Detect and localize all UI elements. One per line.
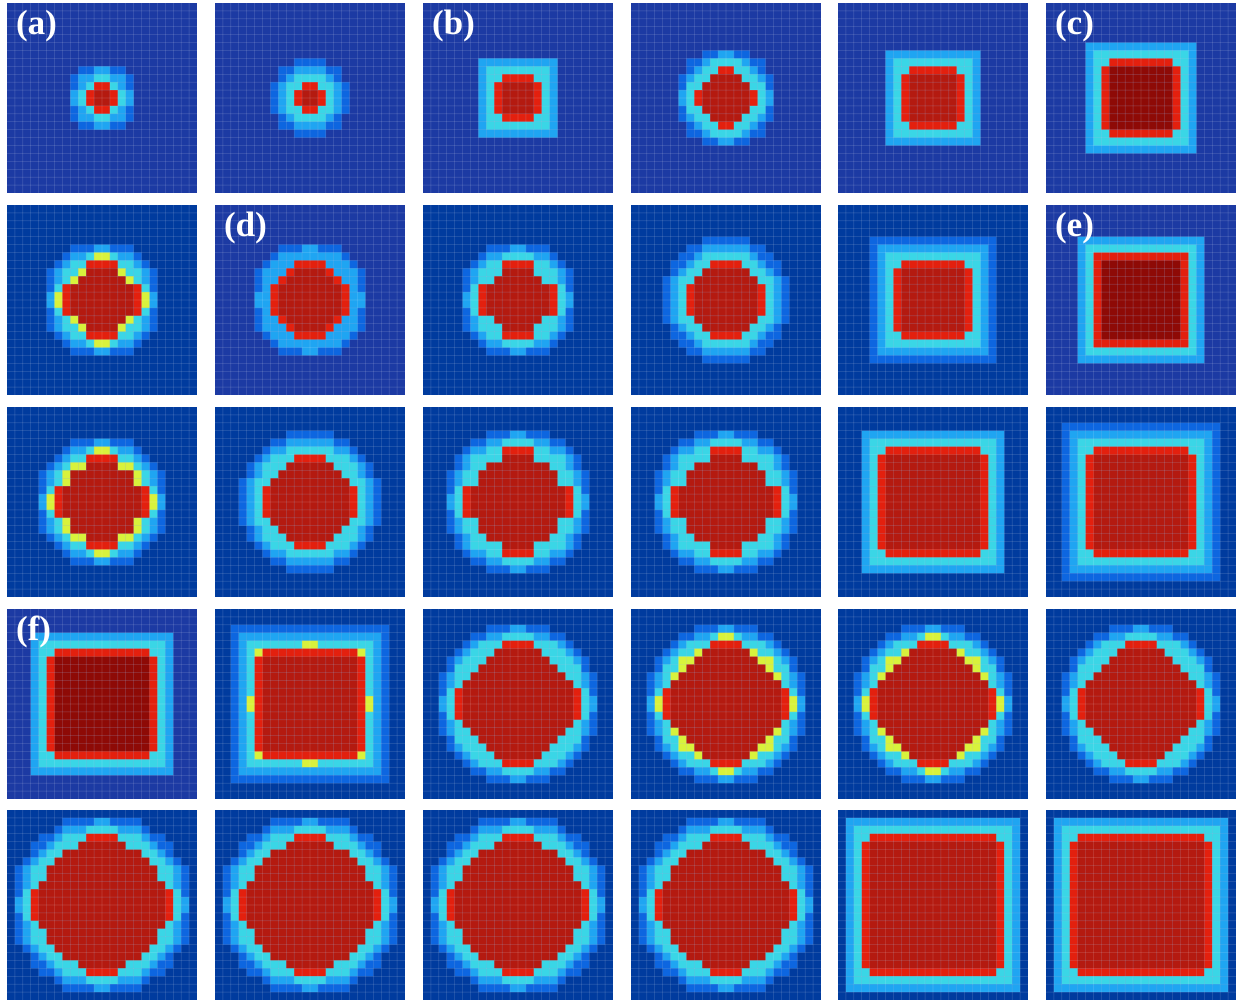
heatmap-image [423, 810, 613, 1000]
figure-panel: (e) [1046, 205, 1236, 395]
heatmap-image [1046, 205, 1236, 395]
grid-lines [631, 3, 821, 193]
figure-panel [423, 810, 613, 1000]
grid-lines [215, 205, 405, 395]
figure-panel [215, 810, 405, 1000]
grid-lines [631, 407, 821, 597]
heatmap-image [838, 407, 1028, 597]
heatmap-image [1046, 3, 1236, 193]
grid-lines [1046, 407, 1236, 597]
figure-panel: (f) [7, 609, 197, 799]
heatmap-image [7, 205, 197, 395]
heatmap-image [1046, 407, 1236, 597]
grid-lines [631, 609, 821, 799]
heatmap-image [631, 407, 821, 597]
grid-lines [215, 810, 405, 1000]
figure-panel [1046, 407, 1236, 597]
figure-panel [631, 407, 821, 597]
heatmap-image [631, 205, 821, 395]
heatmap-image [838, 810, 1028, 1000]
grid-lines [7, 205, 197, 395]
heatmap-image [215, 810, 405, 1000]
grid-lines [631, 205, 821, 395]
grid-lines [1046, 3, 1236, 193]
figure-panel [423, 407, 613, 597]
figure-panel [631, 810, 821, 1000]
figure-panel: (b) [423, 3, 613, 193]
grid-lines [1046, 205, 1236, 395]
grid-lines [7, 609, 197, 799]
grid-lines [838, 407, 1028, 597]
figure-panel [838, 810, 1028, 1000]
figure-panel [7, 205, 197, 395]
grid-lines [423, 407, 613, 597]
figure-panel [631, 3, 821, 193]
heatmap-image [838, 205, 1028, 395]
figure-panel [1046, 609, 1236, 799]
heatmap-image [1046, 609, 1236, 799]
grid-lines [838, 3, 1028, 193]
figure-panel [631, 205, 821, 395]
figure-panel [7, 810, 197, 1000]
grid-lines [838, 810, 1028, 1000]
figure-panel [838, 407, 1028, 597]
figure-panel [215, 609, 405, 799]
figure-panel [7, 407, 197, 597]
grid-lines [215, 3, 405, 193]
grid-lines [631, 810, 821, 1000]
heatmap-image [423, 609, 613, 799]
figure-panel [1046, 810, 1236, 1000]
heatmap-image [215, 609, 405, 799]
heatmap-image [838, 3, 1028, 193]
heatmap-image [631, 609, 821, 799]
figure-panel: (d) [215, 205, 405, 395]
figure-panel [838, 3, 1028, 193]
heatmap-image [423, 205, 613, 395]
heatmap-image [423, 407, 613, 597]
figure-panel [631, 609, 821, 799]
figure-panel [838, 205, 1028, 395]
figure-panel [215, 407, 405, 597]
heatmap-image [215, 205, 405, 395]
heatmap-image [1046, 810, 1236, 1000]
figure-panel [423, 205, 613, 395]
heatmap-image [215, 3, 405, 193]
heatmap-image [423, 3, 613, 193]
grid-lines [838, 609, 1028, 799]
heatmap-image [215, 407, 405, 597]
grid-lines [7, 407, 197, 597]
grid-lines [1046, 810, 1236, 1000]
grid-lines [215, 407, 405, 597]
grid-lines [215, 609, 405, 799]
heatmap-image [631, 810, 821, 1000]
heatmap-image [7, 810, 197, 1000]
grid-lines [423, 609, 613, 799]
grid-lines [423, 205, 613, 395]
grid-lines [423, 3, 613, 193]
grid-lines [423, 810, 613, 1000]
heatmap-image [7, 609, 197, 799]
figure-panel [215, 3, 405, 193]
figure-panel [423, 609, 613, 799]
grid-lines [7, 3, 197, 193]
grid-lines [1046, 609, 1236, 799]
heatmap-image [7, 3, 197, 193]
heatmap-image [631, 3, 821, 193]
heatmap-image [838, 609, 1028, 799]
grid-lines [838, 205, 1028, 395]
figure-panel: (c) [1046, 3, 1236, 193]
figure-panel [838, 609, 1028, 799]
grid-lines [7, 810, 197, 1000]
figure-panel: (a) [7, 3, 197, 193]
heatmap-image [7, 407, 197, 597]
